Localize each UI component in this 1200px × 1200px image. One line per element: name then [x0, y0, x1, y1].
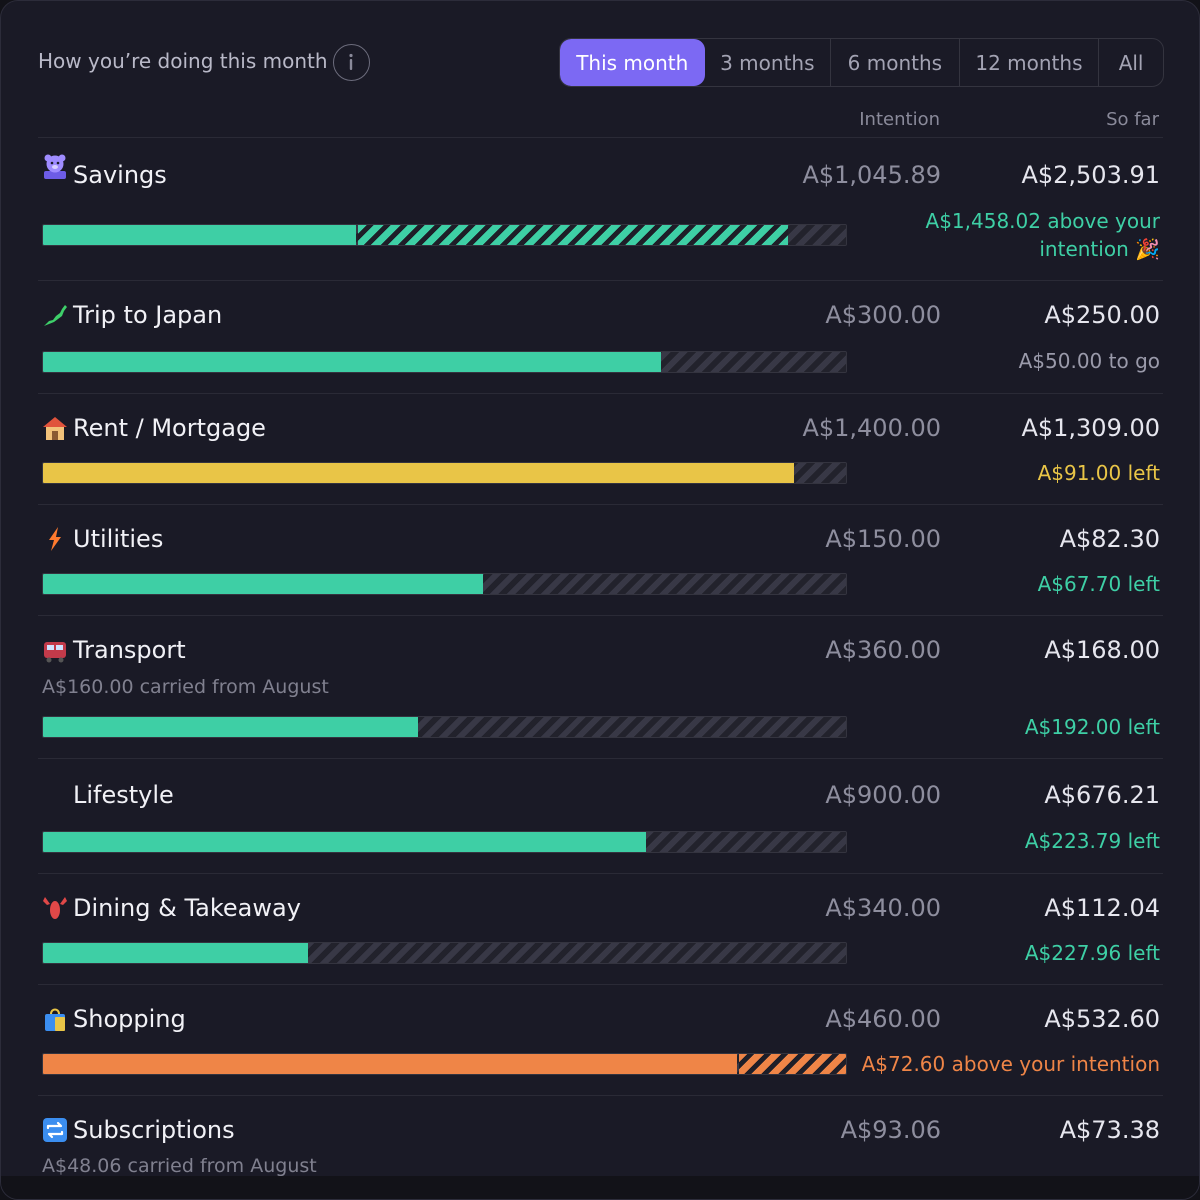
so-far-amount: A$1,309.00	[1021, 414, 1160, 442]
status-text: A$1,458.02 above your intention 🎉	[925, 209, 1160, 261]
bottom-edge	[1, 1176, 1199, 1199]
category-name: Rent / Mortgage	[73, 414, 266, 442]
category-row-lifestyle[interactable]: Lifestyle A$900.00 A$676.21 A$223.79 lef…	[38, 759, 1163, 874]
bar-fill	[43, 943, 308, 963]
bar-fill	[43, 225, 356, 245]
tab-12-months[interactable]: 12 months	[960, 39, 1100, 86]
progress-bar	[42, 942, 847, 964]
so-far-amount: A$82.30	[1059, 525, 1160, 553]
progress-bar	[42, 831, 847, 853]
intention-amount: A$340.00	[825, 894, 941, 922]
intention-column-header: Intention	[859, 109, 940, 130]
so-far-amount: A$112.04	[1044, 894, 1160, 922]
category-name: Transport	[73, 636, 186, 664]
intention-amount: A$900.00	[825, 781, 941, 809]
intention-amount: A$150.00	[825, 525, 941, 553]
category-row-shopping[interactable]: Shopping A$460.00 A$532.60 A$72.60 above…	[38, 985, 1163, 1096]
intention-amount: A$460.00	[825, 1005, 941, 1033]
bar-fill	[43, 463, 794, 483]
info-icon[interactable]	[333, 44, 370, 81]
category-row-subscriptions[interactable]: Subscriptions A$48.06 carried from Augus…	[38, 1096, 1163, 1199]
tab-6-months[interactable]: 6 months	[831, 39, 960, 86]
house-icon	[41, 414, 69, 442]
category-name: Dining & Takeaway	[73, 894, 301, 922]
shopping-bag-icon	[41, 1005, 69, 1033]
so-far-amount: A$676.21	[1044, 781, 1160, 809]
bar-fill	[43, 1054, 737, 1074]
tab-3-months[interactable]: 3 months	[705, 39, 832, 86]
category-row-trip-to-japan[interactable]: Trip to Japan A$300.00 A$250.00 A$50.00 …	[38, 281, 1163, 394]
bar-fill	[43, 832, 646, 852]
intention-amount: A$300.00	[825, 301, 941, 329]
bar-fill	[43, 574, 483, 594]
status-text: A$67.70 left	[1037, 572, 1160, 596]
status-text: A$72.60 above your intention	[861, 1052, 1160, 1076]
so-far-amount: A$532.60	[1044, 1005, 1160, 1033]
progress-bar	[42, 716, 847, 738]
progress-bar	[42, 351, 847, 373]
intention-amount: A$1,045.89	[802, 161, 941, 189]
status-text: A$227.96 left	[1024, 941, 1160, 965]
carried-over-note: A$48.06 carried from August	[42, 1155, 317, 1177]
category-name: Trip to Japan	[73, 301, 223, 329]
bar-extra	[358, 225, 788, 245]
category-row-rent-mortgage[interactable]: Rent / Mortgage A$1,400.00 A$1,309.00 A$…	[38, 394, 1163, 505]
progress-bar	[42, 1053, 847, 1075]
intention-amount: A$360.00	[825, 636, 941, 664]
category-name: Savings	[73, 161, 167, 189]
so-far-column-header: So far	[1106, 109, 1159, 130]
status-text: A$91.00 left	[1037, 461, 1160, 485]
status-text: A$50.00 to go	[1018, 349, 1160, 373]
category-name: Shopping	[73, 1005, 186, 1033]
category-row-dining-takeaway[interactable]: Dining & Takeaway A$340.00 A$112.04 A$22…	[38, 874, 1163, 985]
progress-bar	[42, 224, 847, 246]
train-icon	[41, 636, 69, 664]
category-name: Subscriptions	[73, 1116, 235, 1144]
lightning-icon	[41, 525, 69, 553]
intention-amount: A$1,400.00	[802, 414, 941, 442]
category-name: Lifestyle	[73, 781, 174, 809]
so-far-amount: A$2,503.91	[1021, 161, 1160, 189]
tab-this-month[interactable]: This month	[560, 39, 705, 86]
category-row-transport[interactable]: Transport A$160.00 carried from August A…	[38, 616, 1163, 759]
tab-all[interactable]: All	[1118, 50, 1144, 75]
carried-over-note: A$160.00 carried from August	[42, 676, 329, 698]
status-text: A$223.79 left	[1024, 829, 1160, 853]
period-tabs: This month 3 months 6 months 12 months A…	[559, 38, 1164, 87]
header-divider	[38, 137, 1163, 138]
so-far-amount: A$168.00	[1044, 636, 1160, 664]
bar-fill	[43, 352, 661, 372]
bar-extra	[739, 1054, 846, 1074]
so-far-amount: A$250.00	[1044, 301, 1160, 329]
intention-amount: A$93.06	[840, 1116, 941, 1144]
progress-bar	[42, 573, 847, 595]
category-row-savings[interactable]: Savings A$1,045.89 A$2,503.91 A$1,458.02…	[38, 138, 1163, 281]
page-title: How you’re doing this month	[38, 49, 328, 73]
lobster-icon	[41, 894, 69, 922]
progress-bar	[42, 462, 847, 484]
so-far-amount: A$73.38	[1059, 1116, 1160, 1144]
japan-map-icon	[41, 301, 69, 329]
bar-fill	[43, 717, 418, 737]
status-text: A$192.00 left	[1024, 715, 1160, 739]
category-row-utilities[interactable]: Utilities A$150.00 A$82.30 A$67.70 left	[38, 505, 1163, 616]
category-name: Utilities	[73, 525, 164, 553]
bear-icon	[41, 152, 69, 180]
repeat-icon	[41, 1116, 69, 1144]
